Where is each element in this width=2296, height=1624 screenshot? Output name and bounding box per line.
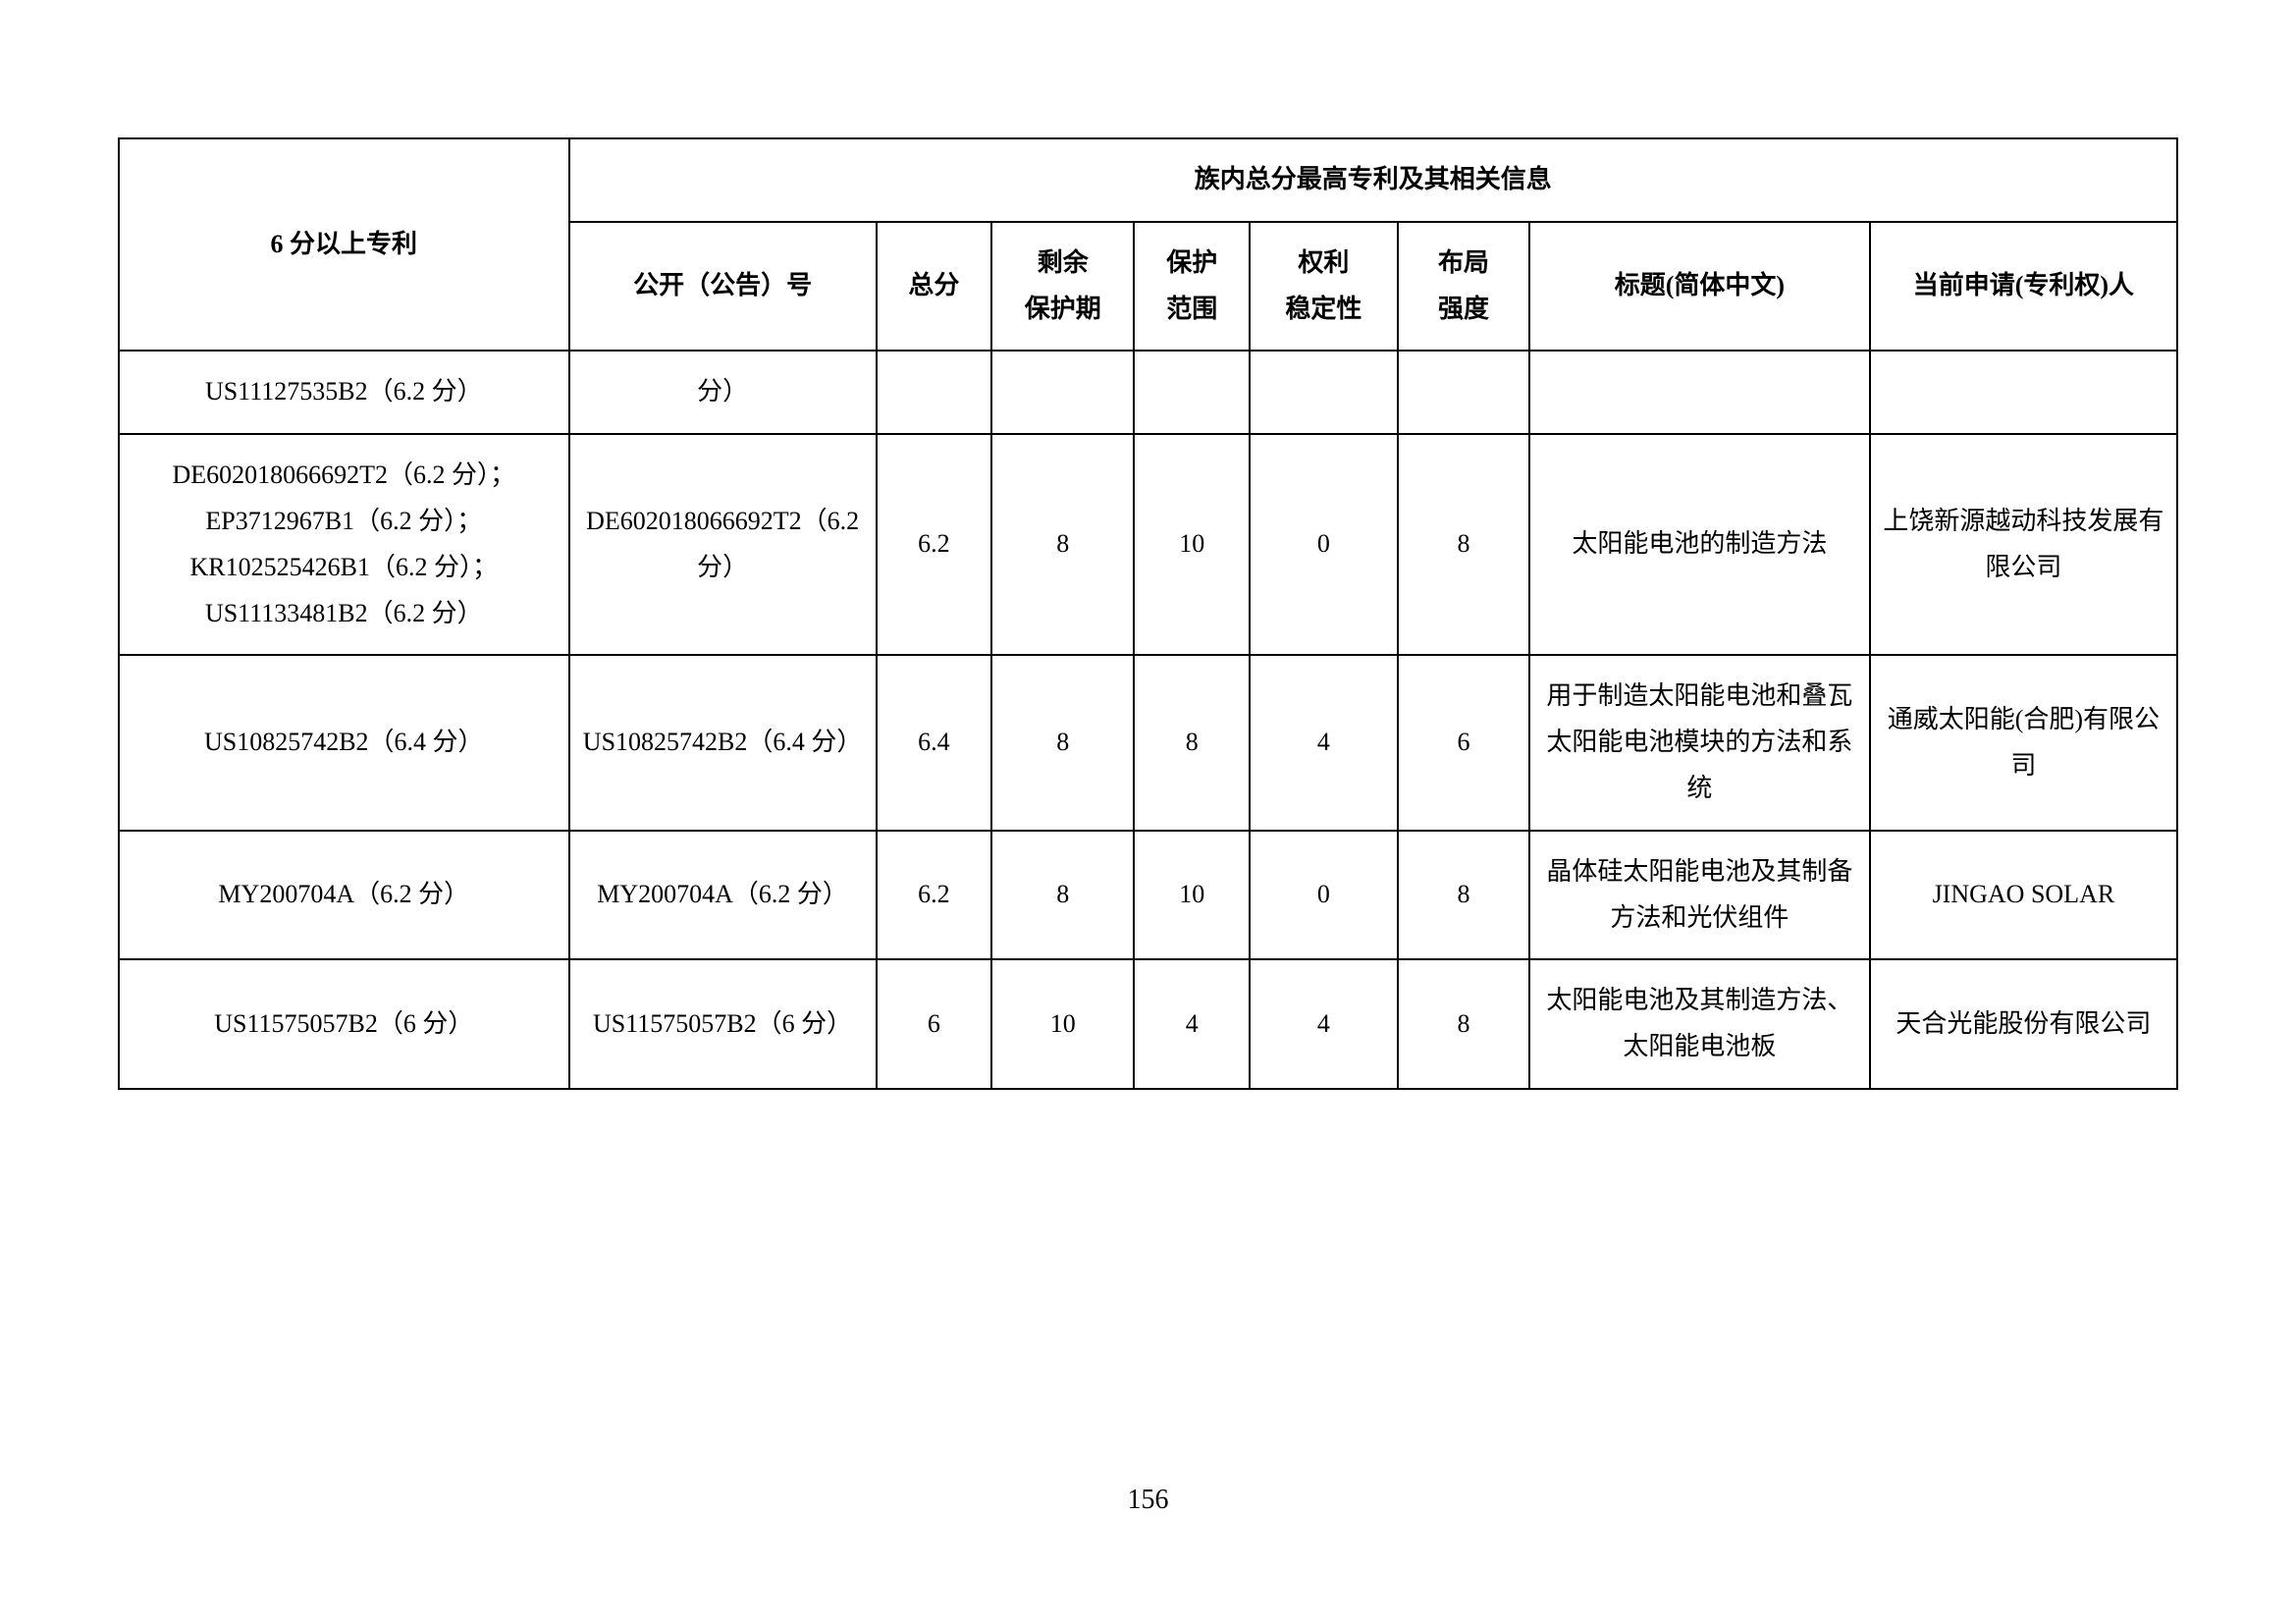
table-header: 6 分以上专利 族内总分最高专利及其相关信息 公开（公告）号 总分 剩余 保护期… [119,138,2177,351]
cell-protect [1134,351,1249,434]
cell-layout [1398,351,1529,434]
cell-protect: 10 [1134,434,1249,655]
header-stability: 权利 稳定性 [1250,222,1398,352]
page-number: 156 [0,1485,2296,1516]
header-remain-l1: 剩余 [1038,248,1089,277]
table-row: US11575057B2（6 分） US11575057B2（6 分） 6 10… [119,959,2177,1089]
header-patents: 6 分以上专利 [119,138,569,351]
cell-layout: 8 [1398,831,1529,960]
cell-patents: US10825742B2（6.4 分） [119,655,569,830]
header-stability-l1: 权利 [1298,248,1349,277]
cell-layout: 8 [1398,434,1529,655]
cell-applicant: 天合光能股份有限公司 [1870,959,2177,1089]
cell-stability: 4 [1250,959,1398,1089]
cell-score: 6.2 [877,831,991,960]
cell-remain: 8 [991,831,1134,960]
table-body: US11127535B2（6.2 分） 分） DE602018066692T2（… [119,351,2177,1089]
cell-title: 用于制造太阳能电池和叠瓦太阳能电池模块的方法和系统 [1529,655,1870,830]
cell-title: 太阳能电池及其制造方法、太阳能电池板 [1529,959,1870,1089]
cell-stability: 0 [1250,831,1398,960]
table-row: DE602018066692T2（6.2 分）；EP3712967B1（6.2 … [119,434,2177,655]
cell-applicant: 通威太阳能(合肥)有限公司 [1870,655,2177,830]
header-remain: 剩余 保护期 [991,222,1134,352]
header-title: 标题(简体中文) [1529,222,1870,352]
table-row: US10825742B2（6.4 分） US10825742B2（6.4 分） … [119,655,2177,830]
cell-score: 6.2 [877,434,991,655]
cell-remain: 8 [991,434,1134,655]
cell-remain [991,351,1134,434]
header-protect: 保护 范围 [1134,222,1249,352]
header-layout-l1: 布局 [1438,248,1489,277]
header-protect-l1: 保护 [1166,248,1217,277]
patent-table: 6 分以上专利 族内总分最高专利及其相关信息 公开（公告）号 总分 剩余 保护期… [118,137,2178,1090]
cell-remain: 10 [991,959,1134,1089]
cell-protect: 8 [1134,655,1249,830]
header-remain-l2: 保护期 [1025,295,1101,323]
cell-applicant: 上饶新源越动科技发展有限公司 [1870,434,2177,655]
cell-pubno: DE602018066692T2（6.2 分） [569,434,877,655]
cell-applicant: JINGAO SOLAR [1870,831,2177,960]
cell-layout: 8 [1398,959,1529,1089]
header-score: 总分 [877,222,991,352]
cell-score: 6.4 [877,655,991,830]
cell-protect: 4 [1134,959,1249,1089]
cell-remain: 8 [991,655,1134,830]
header-layout-l2: 强度 [1438,295,1489,323]
cell-patents: MY200704A（6.2 分） [119,831,569,960]
cell-title [1529,351,1870,434]
cell-stability: 4 [1250,655,1398,830]
cell-score: 6 [877,959,991,1089]
cell-score [877,351,991,434]
header-group: 族内总分最高专利及其相关信息 [569,138,2177,222]
table-row: US11127535B2（6.2 分） 分） [119,351,2177,434]
cell-pubno: 分） [569,351,877,434]
header-pubno: 公开（公告）号 [569,222,877,352]
cell-title: 太阳能电池的制造方法 [1529,434,1870,655]
header-layout: 布局 强度 [1398,222,1529,352]
cell-layout: 6 [1398,655,1529,830]
cell-stability [1250,351,1398,434]
cell-pubno: US11575057B2（6 分） [569,959,877,1089]
cell-stability: 0 [1250,434,1398,655]
header-protect-l2: 范围 [1166,295,1217,323]
cell-protect: 10 [1134,831,1249,960]
cell-patents: US11575057B2（6 分） [119,959,569,1089]
header-applicant: 当前申请(专利权)人 [1870,222,2177,352]
cell-title: 晶体硅太阳能电池及其制备方法和光伏组件 [1529,831,1870,960]
header-stability-l2: 稳定性 [1285,295,1362,323]
table-row: MY200704A（6.2 分） MY200704A（6.2 分） 6.2 8 … [119,831,2177,960]
cell-pubno: US10825742B2（6.4 分） [569,655,877,830]
document-page: 6 分以上专利 族内总分最高专利及其相关信息 公开（公告）号 总分 剩余 保护期… [0,0,2296,1624]
cell-patents: DE602018066692T2（6.2 分）；EP3712967B1（6.2 … [119,434,569,655]
cell-applicant [1870,351,2177,434]
cell-pubno: MY200704A（6.2 分） [569,831,877,960]
cell-patents: US11127535B2（6.2 分） [119,351,569,434]
